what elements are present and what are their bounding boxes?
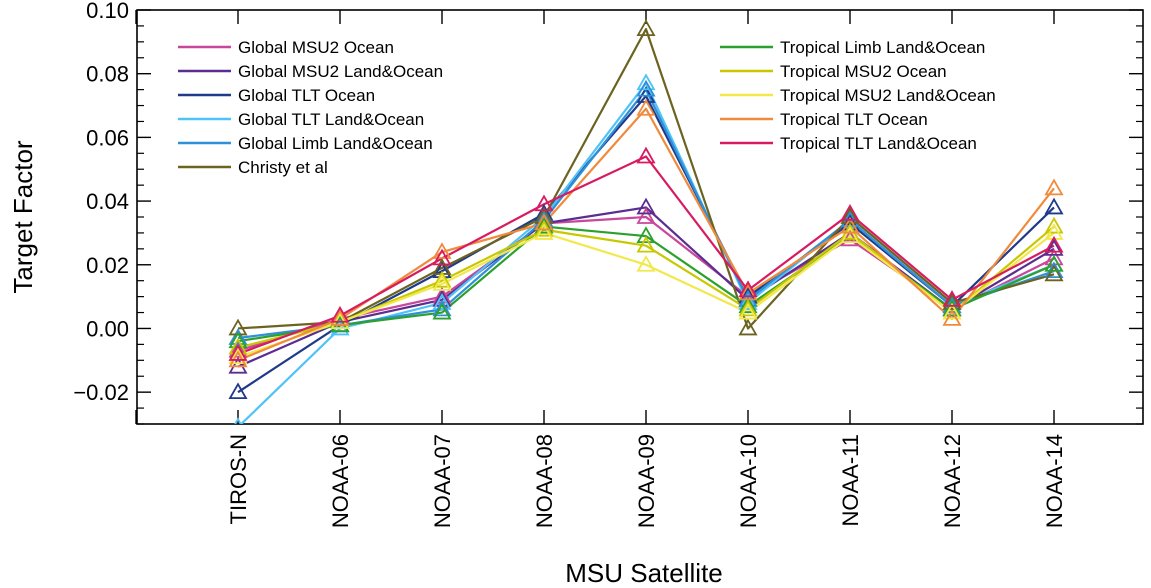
data-point-marker bbox=[1044, 216, 1064, 234]
data-point-marker bbox=[942, 293, 962, 310]
data-point-marker bbox=[942, 302, 962, 320]
data-point-marker bbox=[432, 274, 452, 291]
y-tick-label: 0.04 bbox=[86, 189, 129, 214]
legend-label: Global Limb Land&Ocean bbox=[238, 134, 433, 153]
x-tick-label: NOAA-07 bbox=[430, 434, 455, 528]
series-line bbox=[237, 28, 1055, 330]
legend-label: Tropical MSU2 Land&Ocean bbox=[780, 86, 996, 105]
data-point-marker bbox=[432, 293, 452, 310]
legend-label: Tropical Limb Land&Ocean bbox=[780, 38, 985, 57]
x-tick-label: NOAA-12 bbox=[940, 434, 965, 528]
series-markers bbox=[228, 19, 1064, 424]
y-tick-label: 0.02 bbox=[86, 253, 129, 278]
data-point-marker bbox=[738, 280, 758, 298]
data-point-marker bbox=[636, 79, 656, 97]
data-point-marker bbox=[840, 207, 860, 224]
y-tick-label: 0.00 bbox=[86, 316, 129, 341]
data-point-marker bbox=[534, 194, 554, 212]
data-point-marker bbox=[636, 254, 656, 272]
x-tick-label: NOAA-11 bbox=[838, 434, 863, 527]
legend-label: Christy et al bbox=[238, 158, 328, 177]
data-point-marker bbox=[942, 299, 962, 317]
data-point-marker bbox=[228, 347, 248, 365]
data-point-marker bbox=[738, 318, 758, 336]
y-tick-label: 0.10 bbox=[86, 0, 129, 23]
legend-label: Tropical MSU2 Ocean bbox=[780, 62, 947, 81]
y-tick-label: −0.02 bbox=[73, 380, 129, 405]
axis-ticks: −0.02 0.00 0.02 0.04 0.06 0.08 0.10 TIROS-N NOAA… bbox=[73, 0, 1143, 528]
data-point-marker bbox=[840, 216, 860, 234]
data-point-marker bbox=[432, 299, 452, 317]
legend-label: Global TLT Land&Ocean bbox=[238, 110, 424, 129]
data-point-marker bbox=[738, 296, 758, 314]
data-point-marker bbox=[534, 216, 554, 234]
x-tick-label: NOAA-14 bbox=[1042, 434, 1067, 528]
data-point-marker bbox=[1044, 178, 1064, 196]
data-point-marker bbox=[330, 305, 350, 323]
data-point-marker bbox=[1044, 239, 1064, 256]
data-point-marker bbox=[636, 235, 656, 253]
data-point-marker bbox=[228, 382, 248, 400]
data-point-marker bbox=[636, 207, 656, 224]
data-point-marker bbox=[942, 309, 962, 326]
data-point-marker bbox=[432, 302, 452, 320]
legend-label: Global TLT Ocean bbox=[238, 86, 375, 105]
y-axis-title: Target Factor bbox=[8, 140, 38, 294]
data-point-marker bbox=[228, 328, 248, 345]
data-point-marker bbox=[534, 213, 554, 231]
data-point-marker bbox=[330, 309, 350, 326]
data-point-marker bbox=[840, 204, 860, 221]
x-tick-label: NOAA-06 bbox=[328, 434, 353, 528]
data-point-marker bbox=[636, 98, 656, 116]
data-point-marker bbox=[228, 344, 248, 361]
data-point-marker bbox=[534, 223, 554, 240]
x-tick-label: TIROS-N bbox=[226, 434, 251, 524]
data-point-marker bbox=[840, 226, 860, 244]
x-axis-title: MSU Satellite bbox=[565, 558, 723, 588]
data-point-marker bbox=[432, 242, 452, 259]
data-point-marker bbox=[738, 299, 758, 317]
data-point-marker bbox=[1044, 254, 1064, 272]
legend-label: Global MSU2 Ocean bbox=[238, 38, 394, 57]
legend-label: Global MSU2 Land&Ocean bbox=[238, 62, 443, 81]
data-point-marker bbox=[1044, 235, 1064, 253]
data-point-marker bbox=[738, 283, 758, 301]
data-point-marker bbox=[432, 248, 452, 266]
series-line bbox=[237, 155, 1055, 355]
x-tick-label: NOAA-09 bbox=[634, 434, 659, 528]
legend: Global MSU2 Ocean Global MSU2 Land&Ocean G… bbox=[178, 38, 996, 177]
data-point-marker bbox=[738, 302, 758, 320]
data-point-marker bbox=[636, 226, 656, 244]
x-tick-label: NOAA-10 bbox=[736, 434, 761, 528]
data-point-marker bbox=[636, 19, 656, 37]
data-point-marker bbox=[738, 293, 758, 310]
data-point-marker bbox=[1044, 197, 1064, 215]
data-point-marker bbox=[636, 146, 656, 164]
data-point-marker bbox=[1044, 264, 1064, 282]
data-point-marker bbox=[942, 289, 962, 307]
legend-label: Tropical TLT Land&Ocean bbox=[780, 134, 977, 153]
data-point-marker bbox=[636, 197, 656, 215]
data-point-marker bbox=[432, 270, 452, 288]
data-point-marker bbox=[228, 340, 248, 358]
data-point-marker bbox=[636, 73, 656, 91]
y-tick-label: 0.06 bbox=[86, 125, 129, 150]
y-tick-label: 0.08 bbox=[86, 62, 129, 87]
legend-label: Tropical TLT Ocean bbox=[780, 110, 928, 129]
x-tick-label: NOAA-08 bbox=[532, 434, 557, 528]
